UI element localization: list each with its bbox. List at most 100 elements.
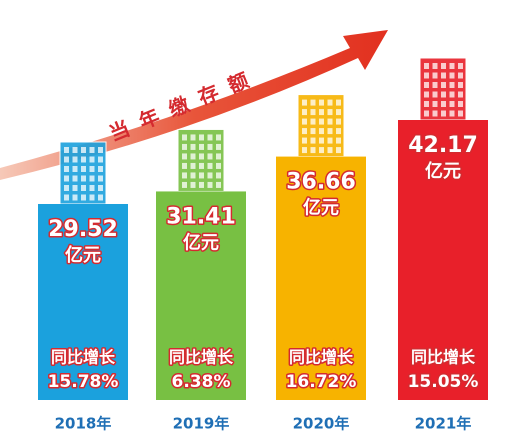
- building-window: [458, 110, 463, 117]
- building-window: [310, 99, 316, 106]
- building-window: [182, 181, 187, 188]
- building-window: [216, 143, 221, 150]
- building-window: [441, 91, 446, 98]
- x-tick-label: 2019年: [173, 415, 230, 433]
- building-window: [72, 184, 78, 191]
- building-window: [98, 156, 103, 163]
- building-window: [182, 134, 187, 141]
- building-window: [327, 147, 333, 154]
- building-window: [319, 147, 324, 154]
- building-window: [424, 110, 429, 117]
- building-window: [81, 194, 86, 201]
- building-window: [98, 194, 103, 201]
- building-window: [319, 99, 324, 106]
- building-window: [424, 72, 429, 79]
- building-window: [441, 63, 446, 69]
- unit-label: 亿元: [303, 197, 339, 219]
- building-window: [458, 72, 463, 79]
- building-window: [310, 109, 316, 116]
- building-window: [81, 165, 86, 172]
- building-window: [207, 172, 213, 179]
- building-window: [199, 153, 204, 160]
- building-window: [199, 181, 204, 188]
- building-window: [190, 153, 196, 160]
- building-window: [72, 156, 78, 163]
- growth-name: 同比增长: [411, 348, 476, 367]
- value-label: 36.66: [286, 170, 356, 195]
- building-window: [216, 172, 221, 179]
- building-window: [81, 184, 86, 191]
- growth-name: 同比增长: [51, 348, 116, 367]
- building-window: [424, 63, 429, 69]
- building-window: [64, 146, 69, 153]
- building-window: [98, 165, 103, 172]
- building-window: [327, 137, 333, 144]
- building-window: [89, 165, 95, 172]
- building-window: [424, 101, 429, 107]
- building-window: [327, 109, 333, 116]
- building-window: [81, 156, 86, 163]
- building-window: [207, 181, 213, 188]
- building-window: [98, 146, 103, 153]
- building-window: [64, 194, 69, 201]
- building-window: [216, 134, 221, 141]
- unit-label: 亿元: [65, 244, 101, 266]
- building-window: [89, 194, 95, 201]
- building-window: [199, 143, 204, 150]
- building-window: [72, 175, 78, 182]
- building-window: [449, 72, 455, 79]
- building-window: [310, 147, 316, 154]
- building-window: [458, 82, 463, 88]
- building-window: [216, 162, 221, 169]
- building-window: [432, 72, 438, 79]
- growth-label: 16.72%: [286, 372, 357, 392]
- building-window: [64, 165, 69, 172]
- building-window: [441, 101, 446, 107]
- building-window: [449, 101, 455, 107]
- building-window: [207, 134, 213, 141]
- growth-label: 6.38%: [172, 372, 231, 392]
- value-label: 29.52: [48, 217, 118, 242]
- building-window: [432, 82, 438, 88]
- building-window: [449, 91, 455, 98]
- building-window: [336, 118, 341, 125]
- growth-name: 同比增长: [289, 348, 354, 367]
- building-window: [327, 128, 333, 135]
- building-window: [336, 137, 341, 144]
- value-label: 31.41: [166, 204, 236, 229]
- bar: [38, 203, 128, 400]
- building-window: [98, 175, 103, 182]
- building-window: [336, 128, 341, 135]
- building-window: [182, 143, 187, 150]
- building-window: [89, 184, 95, 191]
- building-window: [182, 162, 187, 169]
- building-window: [432, 110, 438, 117]
- building-window: [216, 153, 221, 160]
- building-window: [302, 118, 307, 125]
- building-window: [64, 175, 69, 182]
- building-window: [182, 153, 187, 160]
- building-window: [319, 109, 324, 116]
- building-window: [190, 172, 196, 179]
- building-window: [199, 162, 204, 169]
- building-window: [327, 118, 333, 125]
- growth-label: 15.78%: [48, 372, 119, 392]
- building-window: [72, 146, 78, 153]
- building-window: [336, 147, 341, 154]
- building-window: [458, 101, 463, 107]
- x-tick-label: 2020年: [293, 415, 350, 433]
- building-window: [336, 109, 341, 116]
- building-window: [327, 99, 333, 106]
- building-window: [190, 162, 196, 169]
- building-window: [336, 99, 341, 106]
- building-window: [441, 110, 446, 117]
- building-window: [432, 101, 438, 107]
- building-window: [424, 82, 429, 88]
- building-window: [424, 91, 429, 98]
- building-window: [89, 156, 95, 163]
- building-window: [72, 194, 78, 201]
- unit-label: 亿元: [425, 160, 461, 182]
- building-window: [449, 110, 455, 117]
- building-window: [207, 162, 213, 169]
